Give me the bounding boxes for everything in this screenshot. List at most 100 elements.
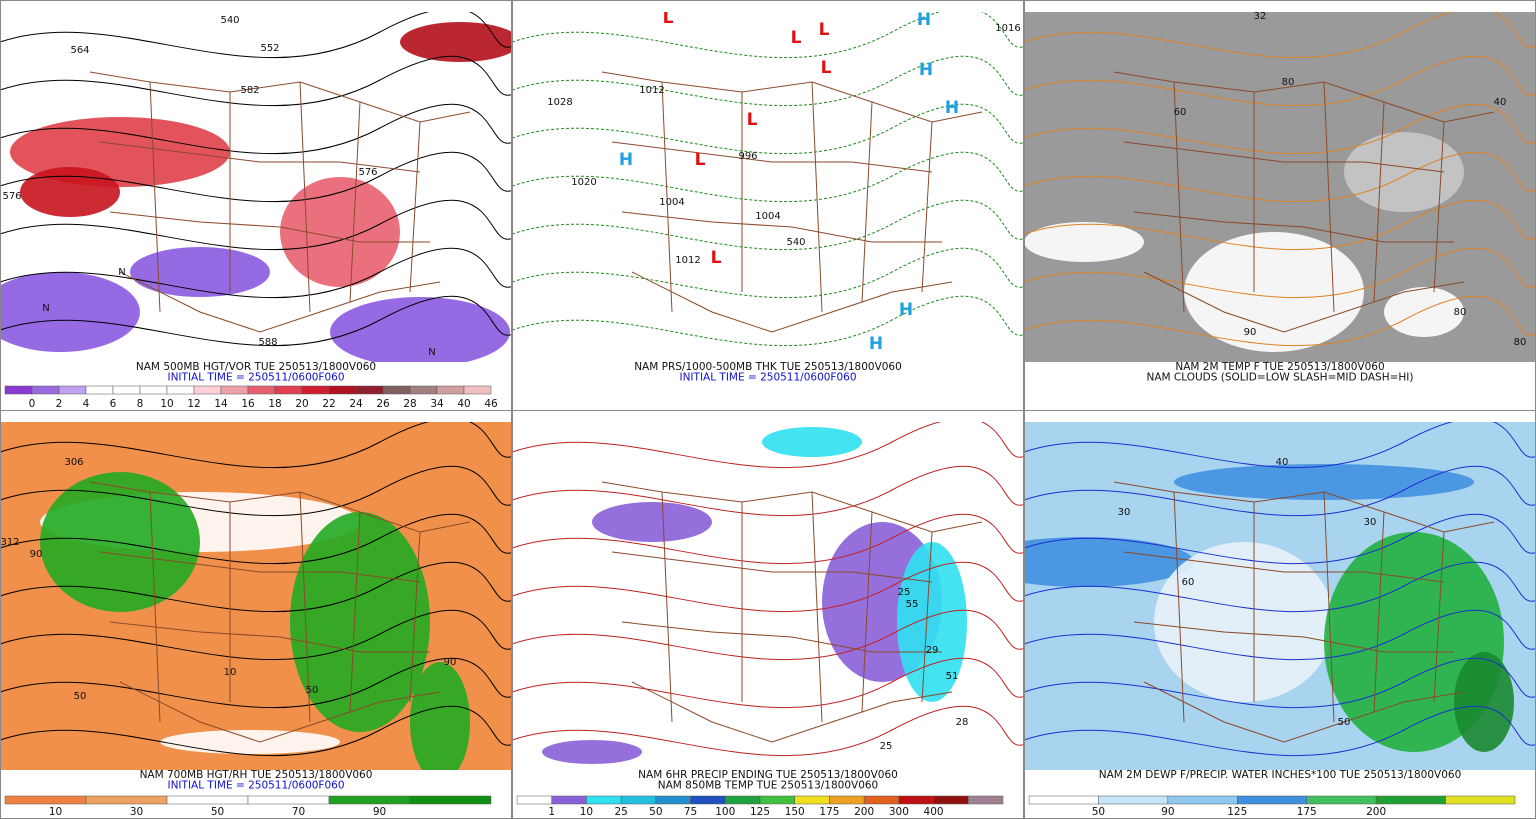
colorbar-swatch bbox=[436, 385, 465, 395]
colorbar-swatch bbox=[725, 795, 761, 805]
colorbar-label: 6 bbox=[110, 398, 117, 410]
contour bbox=[1, 705, 511, 757]
colorbar-swatch bbox=[31, 385, 60, 395]
colorbar-label: 70 bbox=[292, 806, 305, 818]
map-label: H bbox=[619, 150, 633, 170]
border bbox=[631, 681, 953, 743]
caption: INITIAL TIME = 250511/0600F060 bbox=[167, 372, 344, 384]
colorbar-swatch bbox=[655, 795, 691, 805]
shaded-region bbox=[330, 297, 510, 362]
colorbar-swatch bbox=[690, 795, 726, 805]
colorbar-label: 30 bbox=[130, 806, 143, 818]
border bbox=[1133, 621, 1454, 653]
colorbar-label: 34 bbox=[430, 398, 444, 410]
colorbar-label: 10 bbox=[160, 398, 173, 410]
shaded-region bbox=[1154, 542, 1334, 702]
map-background bbox=[513, 12, 1023, 362]
colorbar-swatch bbox=[898, 795, 934, 805]
colorbar-swatch bbox=[968, 795, 1004, 805]
panel: 540 552 564 576 582 576 588 N N N NAM 500MB HGT/VO… bbox=[0, 0, 512, 411]
caption: NAM PRS/1000-500MB THK TUE 250513/1800V0… bbox=[634, 361, 902, 373]
colorbar-label: 150 bbox=[785, 806, 805, 818]
contour bbox=[1, 199, 511, 251]
colorbar-label: 400 bbox=[924, 806, 944, 818]
contour bbox=[1025, 705, 1535, 757]
caption: NAM 700MB HGT/RH TUE 250513/1800V060 bbox=[140, 769, 373, 781]
map: LL LLLLLHHHHHH102810201012100499610041012… bbox=[513, 10, 1023, 362]
colorbar-swatch bbox=[301, 385, 330, 395]
caption: NAM 6HR PRECIP ENDING TUE 250513/1800V06… bbox=[638, 769, 898, 781]
contour bbox=[1, 465, 511, 517]
contour bbox=[1025, 295, 1535, 347]
map-label: 60 bbox=[1174, 107, 1187, 118]
colorbar-label: 125 bbox=[1227, 806, 1247, 818]
map-label: 306 bbox=[64, 457, 83, 468]
map-label: H bbox=[917, 10, 931, 30]
colorbar-label: 40 bbox=[457, 398, 470, 410]
colorbar-swatch bbox=[193, 385, 222, 395]
map-label: H bbox=[919, 60, 933, 80]
contour bbox=[1, 151, 511, 203]
colorbar-swatch bbox=[58, 385, 87, 395]
contour bbox=[1, 12, 511, 59]
colorbar-swatch bbox=[1306, 795, 1377, 805]
colorbar-label: 125 bbox=[750, 806, 770, 818]
shaded-region bbox=[1025, 222, 1144, 262]
colorbar-swatch bbox=[586, 795, 622, 805]
colorbar-swatch bbox=[409, 385, 438, 395]
contour bbox=[1025, 513, 1535, 565]
caption: NAM 850MB TEMP TUE 250513/1800V060 bbox=[658, 780, 879, 792]
colorbar-label: 200 bbox=[854, 806, 874, 818]
contour bbox=[513, 705, 1023, 757]
shaded-region bbox=[280, 177, 400, 287]
map-label: 25 bbox=[880, 741, 893, 752]
shaded-region bbox=[20, 167, 120, 217]
border bbox=[1173, 491, 1445, 723]
contour bbox=[513, 151, 1023, 203]
colorbar-label: 16 bbox=[241, 398, 255, 410]
map-label: 588 bbox=[258, 337, 277, 348]
shaded-region bbox=[1344, 132, 1464, 212]
colorbar-swatch bbox=[166, 795, 249, 805]
map-label: 60 bbox=[1182, 577, 1195, 588]
map: 540 552 564 576 582 576 588 N N N bbox=[1, 12, 511, 362]
contour bbox=[1025, 151, 1535, 203]
map-label: 1004 bbox=[755, 211, 780, 222]
border bbox=[119, 681, 441, 743]
map-label: 51 bbox=[946, 671, 959, 682]
contour bbox=[513, 609, 1023, 661]
contour bbox=[513, 295, 1023, 347]
shaded-region bbox=[1025, 537, 1194, 587]
map-label: 540 bbox=[786, 237, 805, 248]
map-label: L bbox=[819, 20, 830, 40]
colorbar-label: 0 bbox=[29, 398, 36, 410]
colorbar-label: 50 bbox=[211, 806, 224, 818]
contour bbox=[1025, 247, 1535, 299]
map-label: 1028 bbox=[547, 97, 572, 108]
colorbar-swatch bbox=[4, 795, 87, 805]
shaded-region bbox=[1384, 287, 1464, 337]
colorbar-swatch bbox=[85, 795, 168, 805]
shaded-region bbox=[1, 272, 140, 352]
contour bbox=[1025, 12, 1535, 59]
map-label: H bbox=[945, 98, 959, 118]
colorbar-swatch bbox=[516, 795, 552, 805]
contour bbox=[513, 55, 1023, 107]
map-label: 30 bbox=[1364, 517, 1377, 528]
colorbar-label: 25 bbox=[614, 806, 627, 818]
colorbar-label: 20 bbox=[295, 398, 308, 410]
border bbox=[1143, 271, 1465, 333]
map-label: 50 bbox=[1338, 717, 1351, 728]
map-label: L bbox=[711, 248, 722, 268]
contour bbox=[513, 561, 1023, 613]
shaded-region bbox=[1454, 652, 1514, 752]
contour bbox=[1025, 609, 1535, 661]
colorbar-swatch bbox=[1237, 795, 1307, 805]
colorbar-label: 2 bbox=[56, 398, 63, 410]
colorbar-label: 50 bbox=[1092, 806, 1105, 818]
colorbar-label: 175 bbox=[1297, 806, 1317, 818]
colorbar-swatch bbox=[274, 385, 303, 395]
border bbox=[631, 271, 953, 333]
